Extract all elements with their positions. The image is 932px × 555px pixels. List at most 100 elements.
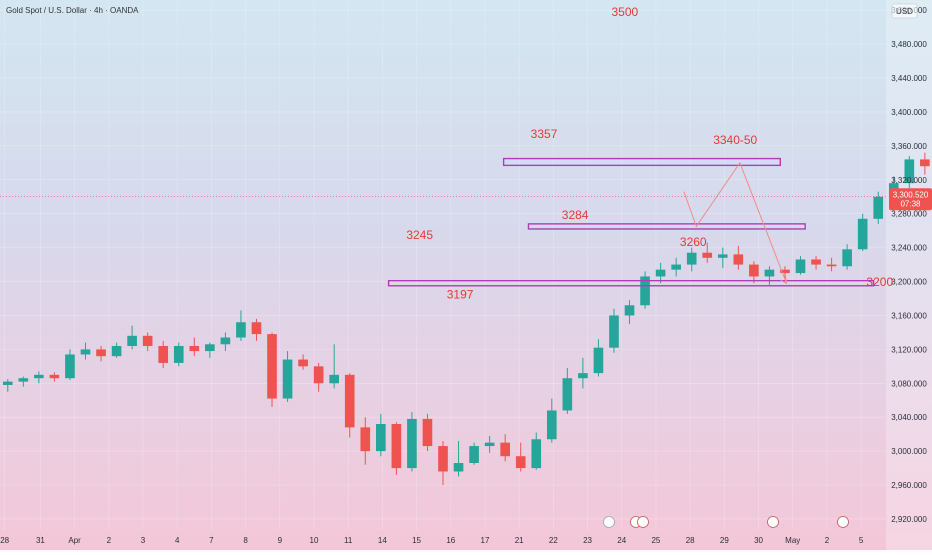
candle-body — [702, 252, 713, 258]
candle-body — [189, 345, 200, 352]
candle-body — [236, 322, 246, 338]
grid — [0, 0, 886, 530]
candle-body — [267, 334, 277, 399]
candle-body — [360, 427, 371, 452]
event-icons[interactable] — [603, 516, 849, 528]
candle-body — [422, 418, 433, 447]
candle-body — [609, 315, 619, 348]
y-tick-label: 3,040.000 — [891, 413, 927, 422]
candle-body — [717, 254, 728, 258]
candle-body — [80, 349, 91, 355]
price-annotation: 3284 — [562, 208, 589, 222]
price-annotation: 3245 — [406, 228, 433, 242]
x-tick-label: 2 — [825, 536, 830, 545]
candle-body — [920, 159, 930, 167]
symbol-title: Gold Spot / U.S. Dollar · 4h · OANDA — [6, 6, 139, 15]
candle-body — [34, 374, 44, 379]
candle-body — [142, 335, 153, 346]
projection — [683, 161, 788, 285]
y-tick-label: 3,120.000 — [891, 345, 927, 354]
candle-body — [515, 456, 526, 469]
candle-body — [469, 446, 479, 464]
candle-body — [811, 259, 821, 265]
x-tick-label: 22 — [549, 536, 558, 545]
last-price-tag: 3,300.520 07:38 — [889, 188, 932, 211]
candle-body — [251, 322, 262, 335]
candle-body — [578, 373, 588, 379]
candle-body — [173, 345, 184, 363]
zones — [387, 157, 875, 287]
candle-body — [391, 424, 402, 469]
candle-body — [749, 264, 759, 277]
annotations: 3500 3357 3340-50 3284 3245 3260 3197 3200 — [406, 5, 893, 301]
candle-body — [453, 463, 464, 472]
price-annotation: 3200 — [866, 275, 893, 289]
x-tick-label: 5 — [859, 536, 864, 545]
candle-body — [298, 359, 308, 367]
x-tick-label: 14 — [378, 536, 387, 545]
y-tick-label: 3,160.000 — [891, 311, 927, 320]
candle-body — [624, 305, 635, 316]
x-tick-label: Apr — [68, 536, 81, 545]
price-annotation: 3500 — [612, 5, 639, 19]
zone-rect — [502, 157, 782, 167]
price-annotation: 3197 — [447, 287, 474, 301]
zone-rect — [387, 279, 875, 287]
y-tick-label: 3,200.000 — [891, 278, 927, 287]
y-tick-label: 3,480.000 — [891, 40, 927, 49]
countdown-label: 07:38 — [900, 199, 921, 208]
candle-body — [127, 335, 137, 346]
price-annotation: 3340-50 — [713, 133, 757, 147]
candle-body — [562, 378, 573, 411]
x-tick-label: 15 — [412, 536, 421, 545]
x-tick-label: 28 — [686, 536, 695, 545]
candle-body — [329, 374, 340, 384]
candle-body — [18, 378, 29, 382]
candle-body — [593, 347, 604, 374]
x-tick-label: 21 — [515, 536, 524, 545]
candle-body — [220, 337, 231, 345]
candle-body — [842, 249, 852, 267]
y-tick-label: 3,280.000 — [891, 210, 927, 219]
x-tick-label: 9 — [278, 536, 283, 545]
candle-body — [873, 196, 884, 219]
price-axis: 2,920.000 2,960.000 3,000.000 3,040.000 3,08… — [891, 6, 927, 524]
candle-body — [686, 252, 697, 265]
flag-icon[interactable] — [637, 516, 649, 528]
y-tick-label: 3,400.000 — [891, 108, 927, 117]
candle-body — [780, 269, 790, 274]
y-tick-label: 2,920.000 — [891, 515, 927, 524]
candle-body — [158, 345, 169, 363]
candle-body — [531, 439, 542, 469]
currency-button[interactable]: USD — [891, 3, 918, 19]
candle-body — [438, 446, 448, 472]
flag-icon[interactable] — [837, 516, 849, 528]
candle-body — [500, 442, 510, 457]
candle-body — [764, 269, 775, 277]
x-tick-label: 17 — [481, 536, 490, 545]
x-tick-label: 30 — [754, 536, 763, 545]
price-annotation: 3260 — [680, 235, 707, 249]
y-tick-label: 3,240.000 — [891, 244, 927, 253]
candle-body — [857, 218, 868, 250]
candle-body — [111, 345, 122, 357]
candle-body — [795, 259, 806, 274]
lightning-icon[interactable] — [603, 516, 615, 528]
currency-label: USD — [896, 7, 913, 16]
candle-body — [826, 264, 837, 267]
currency-button-box[interactable] — [891, 3, 918, 19]
y-tick-label: 3,080.000 — [891, 379, 927, 388]
candle-body — [376, 424, 386, 452]
x-tick-label: 3 — [141, 536, 146, 545]
projection-arrowhead — [780, 276, 788, 285]
flag-icon[interactable] — [767, 516, 779, 528]
candle-body — [671, 264, 681, 270]
zone-rect — [527, 223, 806, 230]
candle-body — [733, 254, 744, 265]
candle-body — [205, 344, 215, 352]
price-annotation: 3357 — [531, 127, 558, 141]
price-scale-panel[interactable] — [886, 0, 932, 550]
candles — [2, 152, 930, 486]
